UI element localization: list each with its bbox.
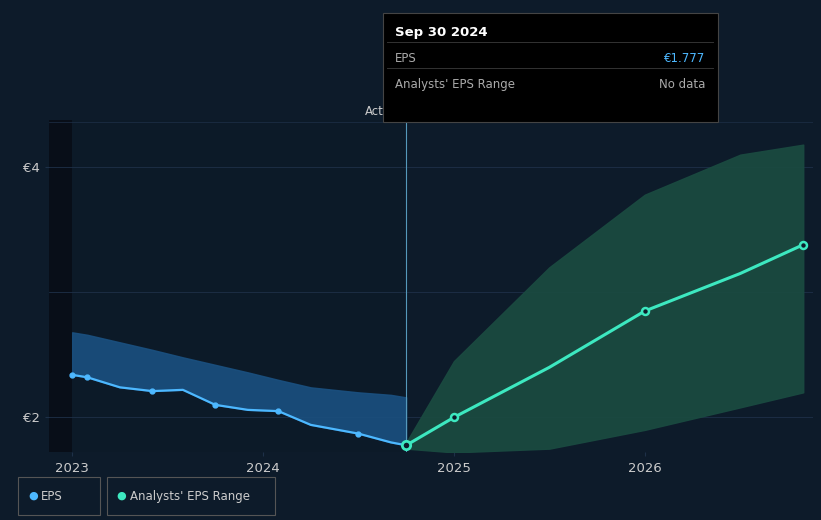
Text: Sep 30 2024: Sep 30 2024 — [395, 26, 488, 39]
Text: Analysts' EPS Range: Analysts' EPS Range — [130, 490, 250, 502]
Text: Analysts Forecasts: Analysts Forecasts — [410, 105, 520, 118]
Text: Actual: Actual — [365, 105, 402, 118]
Text: EPS: EPS — [41, 490, 62, 502]
Bar — [49, 120, 72, 452]
Text: €1.777: €1.777 — [664, 52, 705, 65]
Text: EPS: EPS — [395, 52, 416, 65]
Bar — [72, 120, 406, 452]
Text: ●: ● — [28, 491, 38, 501]
Text: Analysts' EPS Range: Analysts' EPS Range — [395, 78, 515, 91]
Text: ●: ● — [117, 491, 126, 501]
Text: No data: No data — [659, 78, 705, 91]
